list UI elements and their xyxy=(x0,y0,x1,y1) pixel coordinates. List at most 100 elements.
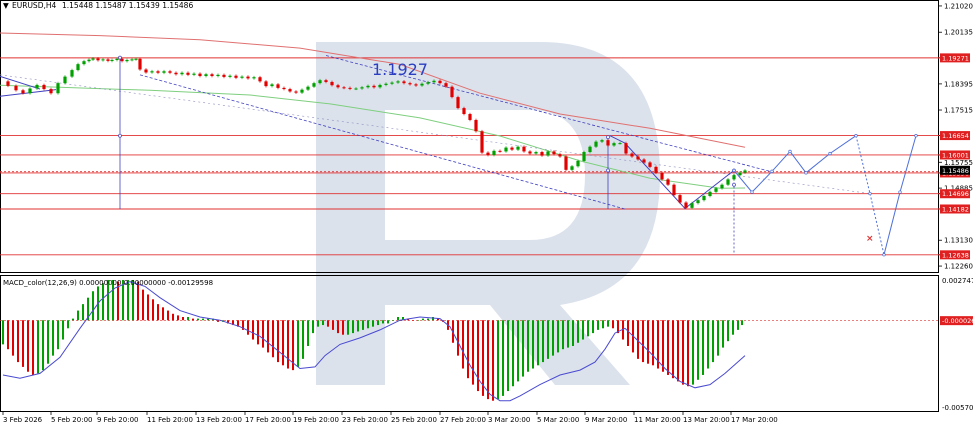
point-marker xyxy=(732,182,736,187)
candle-body xyxy=(204,74,208,77)
macd-scale-label: 0.0027473 xyxy=(942,277,973,285)
macd-bar xyxy=(542,320,544,363)
candle-body xyxy=(672,184,676,196)
candle-body xyxy=(222,74,226,77)
level-tag xyxy=(940,250,970,260)
candle-body xyxy=(516,146,520,150)
candle-body xyxy=(660,172,664,180)
candle-body xyxy=(134,58,138,60)
candle-body xyxy=(120,58,124,62)
point-marker xyxy=(606,135,610,140)
candle-body xyxy=(130,59,134,61)
candle-body xyxy=(522,146,526,152)
candle-body xyxy=(106,59,110,61)
macd-bar xyxy=(402,317,404,321)
candle-body xyxy=(294,91,298,93)
macd-bar xyxy=(667,320,669,375)
candle-body xyxy=(180,72,184,75)
candle-body xyxy=(708,191,712,196)
candle-body xyxy=(168,71,172,73)
macd-bar xyxy=(427,318,429,321)
macd-bar xyxy=(487,320,489,400)
macd-bar xyxy=(132,279,134,321)
macd-bar xyxy=(382,320,384,324)
macd-bar xyxy=(52,320,54,356)
candle-body xyxy=(360,87,364,89)
macd-bar xyxy=(322,320,324,326)
macd-bar xyxy=(142,289,144,321)
macd-bar xyxy=(412,320,414,321)
macd-bar xyxy=(17,320,19,363)
candle-body xyxy=(87,59,91,62)
level-tag xyxy=(940,53,970,63)
candle-body xyxy=(330,81,334,86)
candle-body xyxy=(438,80,442,84)
candle-body xyxy=(192,73,196,75)
candle-body xyxy=(312,83,316,87)
forecast-point xyxy=(804,171,808,175)
macd-bar xyxy=(372,320,374,327)
candle-body xyxy=(264,81,268,87)
macd-bar xyxy=(7,320,9,350)
candle-body xyxy=(63,76,67,84)
macd-bar xyxy=(67,320,69,329)
macd-bar xyxy=(277,320,279,363)
level-tag xyxy=(940,204,970,214)
channel-lower xyxy=(139,74,626,210)
macd-level-tag-text: -0.000026 xyxy=(942,317,973,325)
macd-bar xyxy=(312,320,314,334)
macd-bar xyxy=(167,310,169,321)
macd-bar xyxy=(247,320,249,335)
candle-body xyxy=(534,152,538,154)
current-price-tag xyxy=(940,165,970,175)
level-tag-text: 1.14696 xyxy=(942,190,969,198)
candle-body xyxy=(444,83,448,87)
forecast-segment xyxy=(869,193,885,255)
macd-bar xyxy=(582,320,584,340)
candle-body xyxy=(594,141,598,147)
macd-bar xyxy=(717,320,719,356)
slow-moving-average xyxy=(0,32,746,148)
candle-body xyxy=(91,58,95,60)
collapse-arrow-icon[interactable]: ▼ xyxy=(3,1,9,10)
point-marker xyxy=(606,168,610,173)
macd-bar xyxy=(367,320,369,329)
candle-body xyxy=(258,77,262,82)
macd-bar xyxy=(492,320,494,401)
candle-body xyxy=(624,143,628,154)
x-tick-label: 3 Mar 20:00 xyxy=(488,416,530,424)
x-tick-label: 25 Feb 20:00 xyxy=(391,416,437,424)
candle-body xyxy=(300,89,304,93)
macd-bar xyxy=(741,320,743,326)
macd-bar xyxy=(292,320,294,371)
macd-bar xyxy=(152,299,154,321)
macd-bar xyxy=(37,320,39,374)
macd-bar xyxy=(77,310,79,321)
macd-bar xyxy=(137,281,139,321)
candle-body xyxy=(684,202,688,208)
macd-bar xyxy=(707,320,709,369)
candle-body xyxy=(648,162,652,167)
candle-body xyxy=(726,179,730,185)
candle-body xyxy=(570,166,574,170)
level-tag-text: 1.19271 xyxy=(942,54,969,62)
candle-body xyxy=(702,195,706,201)
candle-body xyxy=(138,58,142,70)
candle-body xyxy=(49,89,53,94)
macd-bar xyxy=(737,320,739,330)
x-tick-label: 5 Feb 20:00 xyxy=(51,416,92,424)
forecast-point xyxy=(868,191,872,196)
candle-body xyxy=(630,153,634,157)
macd-bar xyxy=(157,304,159,321)
candle-body xyxy=(432,80,436,83)
forecast-segment xyxy=(789,151,807,174)
macd-bar xyxy=(227,320,229,324)
macd-bar xyxy=(282,320,284,366)
trend-line xyxy=(0,89,57,97)
symbol-label: EURUSD,H4 xyxy=(12,1,56,10)
level-tag xyxy=(940,150,970,160)
macd-bar xyxy=(637,320,639,359)
candle-body xyxy=(282,87,286,90)
wave-line xyxy=(609,135,735,210)
candle-body xyxy=(21,90,25,94)
